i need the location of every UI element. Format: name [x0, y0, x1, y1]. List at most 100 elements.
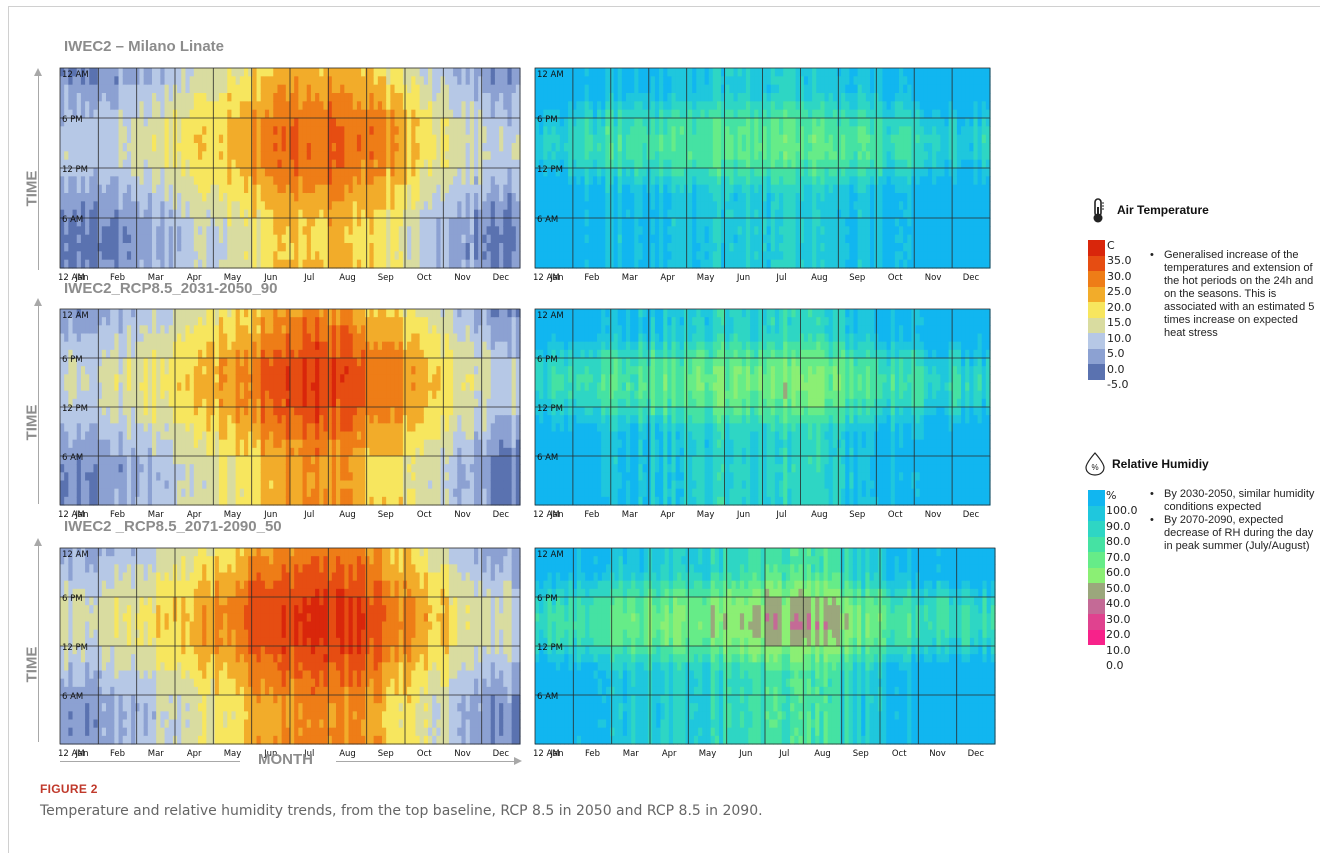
heatmap-cell [110, 126, 115, 135]
heatmap-cell [816, 85, 821, 94]
heatmap-cell [231, 118, 236, 127]
heatmap-cell [64, 126, 69, 135]
heatmap-cell [81, 185, 86, 194]
heatmap-cell [543, 176, 548, 185]
heatmap-cell [651, 251, 656, 260]
heatmap-cell [895, 93, 900, 102]
heatmap-cell [487, 168, 492, 177]
heatmap-cell [775, 201, 780, 210]
heatmap-cell [190, 251, 195, 260]
heatmap-cell [576, 135, 581, 144]
heatmap-cell [767, 210, 772, 219]
heatmap-cell [185, 110, 190, 119]
heatmap-cell [614, 210, 619, 219]
heatmap-cell [651, 243, 656, 252]
heatmap-cell [849, 101, 854, 110]
heatmap-cell [618, 93, 623, 102]
heatmap-cell [614, 218, 619, 227]
heatmap-cell [779, 110, 784, 119]
heatmap-cell [298, 218, 303, 227]
heatmap-cell [696, 160, 701, 169]
heatmap-cell [866, 151, 871, 160]
heatmap-cell [721, 68, 726, 77]
heatmap-cell [916, 168, 921, 177]
heatmap-cell [928, 185, 933, 194]
heatmap-cell [93, 193, 98, 202]
heatmap-cell [887, 135, 892, 144]
heatmap-cell [680, 126, 685, 135]
heatmap-cell [672, 176, 677, 185]
heatmap-cell [123, 260, 128, 269]
heatmap-cell [638, 260, 643, 269]
heatmap-cell [535, 193, 540, 202]
heatmap-cell [754, 210, 759, 219]
heatmap-cell [353, 143, 358, 152]
heatmap-cell [261, 185, 266, 194]
heatmap-cell [336, 226, 341, 235]
heatmap-cell [576, 251, 581, 260]
heatmap-cell [858, 260, 863, 269]
heatmap-cell [878, 143, 883, 152]
heatmap-cell [252, 143, 257, 152]
heatmap-cell [219, 176, 224, 185]
heatmap-cell [185, 76, 190, 85]
heatmap-cell [123, 176, 128, 185]
heatmap-cell [556, 93, 561, 102]
heatmap-cell [499, 101, 504, 110]
heatmap-cell [374, 68, 379, 77]
heatmap-cell [382, 218, 387, 227]
heatmap-cell [680, 243, 685, 252]
heatmap-cell [796, 160, 801, 169]
heatmap-cell [680, 85, 685, 94]
heatmap-cell [547, 151, 552, 160]
heatmap-cell [783, 243, 788, 252]
heatmap-cell [589, 243, 594, 252]
heatmap-cell [601, 135, 606, 144]
heatmap-cell [746, 201, 751, 210]
heatmap-cell [265, 151, 270, 160]
heatmap-cell [177, 93, 182, 102]
heatmap-cell [236, 110, 241, 119]
heatmap-cell [820, 176, 825, 185]
heatmap-cell [858, 135, 863, 144]
heatmap-cell [791, 135, 796, 144]
heatmap-cell [369, 85, 374, 94]
heatmap-cell [411, 151, 416, 160]
heatmap-cell [738, 201, 743, 210]
heatmap-cell [378, 210, 383, 219]
heatmap-cell [277, 68, 282, 77]
heatmap-cell [361, 93, 366, 102]
heatmap-cell [829, 176, 834, 185]
heatmap-cell [920, 110, 925, 119]
heatmap-cell [870, 251, 875, 260]
heatmap-cell [160, 160, 165, 169]
heatmap-cell [858, 101, 863, 110]
heatmap-cell [160, 185, 165, 194]
heatmap-cell [461, 243, 466, 252]
heatmap-cell [626, 210, 631, 219]
heatmap-cell [746, 126, 751, 135]
heatmap-cell [215, 243, 220, 252]
heatmap-cell [721, 126, 726, 135]
heatmap-cell [165, 68, 170, 77]
heatmap-cell [878, 110, 883, 119]
heatmap-cell [311, 235, 316, 244]
heatmap-cell [282, 210, 287, 219]
heatmap-cell [750, 101, 755, 110]
heatmap-cell [696, 260, 701, 269]
heatmap-cell [482, 185, 487, 194]
heatmap-cell [407, 126, 412, 135]
heatmap-cell [738, 118, 743, 127]
heatmap-cell [820, 85, 825, 94]
heatmap-cell [428, 76, 433, 85]
heatmap-cell [319, 118, 324, 127]
heatmap-cell [539, 126, 544, 135]
heatmap-cell [399, 193, 404, 202]
heatmap-cell [461, 176, 466, 185]
heatmap-cell [185, 218, 190, 227]
heatmap-cell [696, 135, 701, 144]
heatmap-cell [767, 101, 772, 110]
heatmap-cell [767, 143, 772, 152]
heatmap-cell [878, 185, 883, 194]
heatmap-cell [705, 126, 710, 135]
